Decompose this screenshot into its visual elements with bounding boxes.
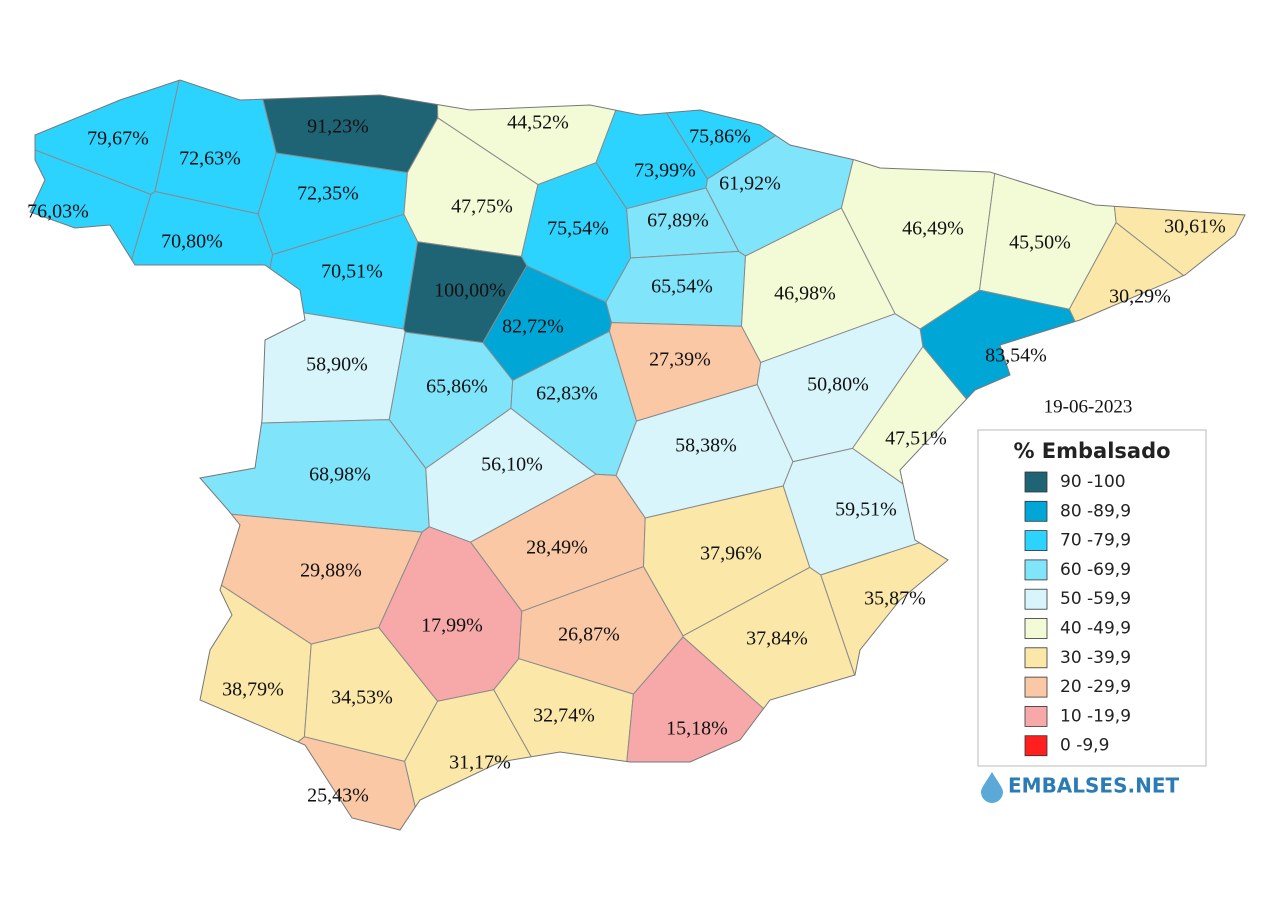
- brand: EMBALSES.NET: [1008, 774, 1180, 798]
- legend-swatch: [1024, 588, 1048, 610]
- region-label: 35,87%: [864, 588, 926, 610]
- region-label: 32,74%: [533, 705, 595, 727]
- legend-label: 50 -59,9: [1060, 589, 1131, 609]
- legend-label: 60 -69,9: [1060, 560, 1131, 580]
- region-label: 62,83%: [536, 383, 598, 405]
- legend-swatch: [1024, 618, 1048, 639]
- region-label: 67,89%: [647, 210, 709, 232]
- region-label: 50,80%: [807, 374, 869, 396]
- legend-items: 90 -100 80 -89,9 70 -79,9 60 -69,9 50 -59,9 4…: [1024, 471, 1131, 757]
- legend-swatch: [1024, 676, 1048, 698]
- legend-swatch: [1024, 647, 1048, 669]
- region: [160, 305, 406, 427]
- region-label: 59,51%: [835, 499, 897, 521]
- region: [154, 80, 277, 215]
- region-label: 70,51%: [321, 261, 383, 283]
- legend-label: 40 -49,9: [1060, 619, 1131, 639]
- legend-title: % Embalsado: [1013, 439, 1170, 463]
- region-label: 75,54%: [547, 218, 609, 240]
- region-label: 58,90%: [306, 354, 368, 376]
- region-label: 76,03%: [27, 201, 89, 223]
- region-label: 58,38%: [675, 435, 737, 457]
- region-label: 17,99%: [421, 615, 483, 637]
- region-label: 47,51%: [885, 428, 947, 450]
- legend-label: 90 -100: [1060, 472, 1126, 492]
- region-label: 56,10%: [481, 454, 543, 476]
- legend-label: 20 -29,9: [1060, 677, 1131, 697]
- region-label: 44,52%: [507, 112, 569, 134]
- region-label: 72,63%: [179, 148, 241, 170]
- date: 19-06-2023: [1044, 396, 1133, 417]
- legend-swatch: [1024, 471, 1048, 493]
- region-label: 79,67%: [87, 128, 149, 150]
- region-label: 37,84%: [746, 628, 808, 650]
- region: [30, 135, 152, 512]
- region-label: 46,98%: [774, 283, 836, 305]
- region-label: 38,79%: [222, 679, 284, 701]
- logo-drop: [981, 772, 1003, 803]
- legend-swatch: [1024, 735, 1048, 757]
- region-label: 30,29%: [1109, 286, 1171, 308]
- region-label: 73,99%: [634, 160, 696, 182]
- region-label: 65,54%: [651, 276, 713, 298]
- region-label: 45,50%: [1009, 232, 1071, 254]
- region-label: 100,00%: [434, 280, 506, 302]
- legend-swatch: [1024, 706, 1048, 727]
- region-label: 15,18%: [666, 718, 728, 740]
- region-label: 31,17%: [449, 752, 511, 774]
- region-label: 72,35%: [297, 183, 359, 205]
- region-label: 37,96%: [700, 543, 762, 565]
- region-label: 82,72%: [502, 316, 564, 338]
- region-label: 91,23%: [307, 116, 369, 138]
- legend-swatch: [1024, 500, 1048, 522]
- legend-swatch: [1024, 530, 1048, 551]
- region-label: 68,98%: [309, 464, 371, 486]
- map-outline: [29, 79, 1246, 831]
- region-label: 25,43%: [307, 785, 369, 807]
- legend-label: 30 -39,9: [1060, 648, 1131, 668]
- region-label: 61,92%: [719, 173, 781, 195]
- legend-swatch: [1024, 559, 1048, 581]
- region-label: 47,75%: [451, 196, 513, 218]
- region-label: 30,61%: [1164, 216, 1226, 238]
- region-label: 70,80%: [161, 231, 223, 253]
- region-label: 29,88%: [300, 560, 362, 582]
- legend-box: [977, 429, 1207, 767]
- legend-label: 0 -9,9: [1060, 736, 1109, 756]
- region-label: 34,53%: [331, 687, 393, 709]
- region-label: 28,49%: [526, 537, 588, 559]
- region-label: 65,86%: [426, 376, 488, 398]
- map-labels: 79,67% 72,63% 91,23% 44,52% 75,86% 76,03% 72,3…: [27, 112, 1226, 807]
- region: [493, 658, 634, 830]
- region-label: 83,54%: [985, 345, 1047, 367]
- region-label: 46,49%: [902, 218, 964, 240]
- legend-label: 70 -79,9: [1060, 531, 1131, 551]
- region-label: 26,87%: [558, 624, 620, 646]
- region-label: 75,86%: [689, 126, 751, 148]
- legend-label: 10 -19,9: [1060, 706, 1131, 726]
- legend-label: 80 -89,9: [1060, 501, 1131, 521]
- region-label: 27,39%: [649, 349, 711, 371]
